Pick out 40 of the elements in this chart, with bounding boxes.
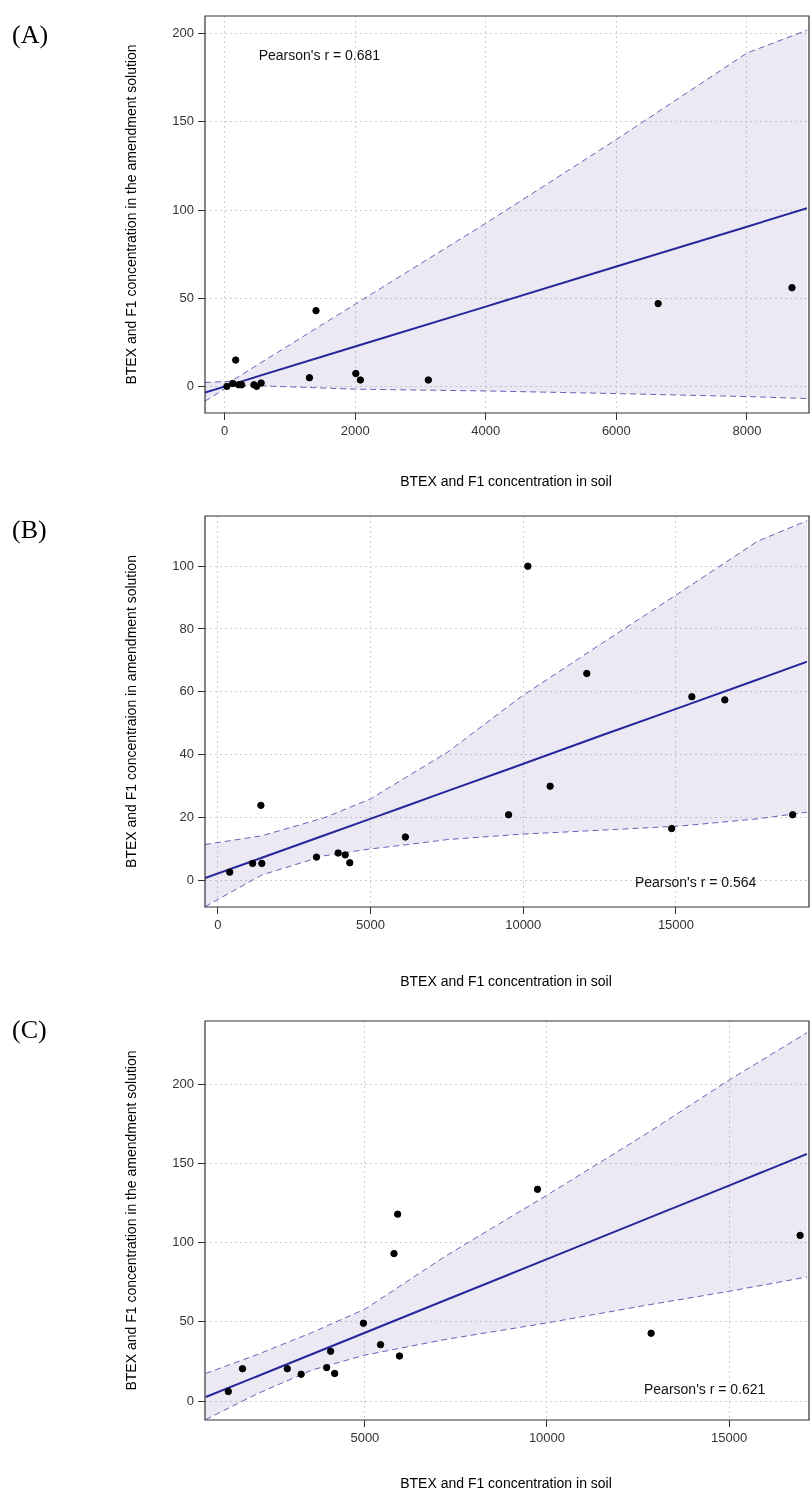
y-tick-label: 200: [172, 1075, 194, 1091]
y-tick-label: 150: [172, 1155, 194, 1171]
y-tick-label: 0: [186, 378, 194, 394]
annotation: Pearson's r = 0.681: [258, 46, 381, 63]
y-axis-title: BTEX and F1 concentration in the amendment solution: [123, 1050, 140, 1391]
x-tick-label: 5000: [356, 917, 385, 933]
y-tick-label: 80: [179, 620, 194, 636]
annotation: Pearson's r = 0.621: [643, 1381, 766, 1398]
y-tick-label: 100: [172, 557, 194, 573]
y-axis-title: BTEX and F1 concentration in the amendment solution: [123, 44, 140, 385]
y-axis-title: BTEX and F1 concentraion in amendment solution: [123, 555, 140, 868]
x-tick-label: 15000: [657, 917, 695, 933]
x-tick-label: 8000: [732, 423, 762, 439]
y-tick-label: 150: [172, 113, 194, 129]
x-axis-title: BTEX and F1 concentration in soil: [400, 1475, 612, 1492]
x-axis-title: BTEX and F1 concentration in soil: [400, 473, 612, 490]
x-tick-label: 10000: [505, 917, 542, 933]
x-tick-label: 0: [214, 917, 222, 933]
annotation: Pearson's r = 0.564: [634, 874, 757, 891]
y-tick-label: 100: [172, 201, 194, 217]
chart-title: (A): [12, 20, 49, 50]
x-tick-label: 15000: [710, 1430, 748, 1446]
x-tick-label: 6000: [601, 423, 631, 439]
y-tick-label: 100: [172, 1234, 194, 1250]
y-tick-label: 60: [179, 683, 194, 699]
x-tick-label: 0: [220, 423, 229, 439]
chart-title: (C): [12, 1015, 47, 1045]
y-tick-label: 20: [179, 808, 194, 824]
x-tick-label: 10000: [528, 1430, 566, 1446]
y-tick-label: 200: [172, 25, 194, 41]
y-tick-label: 0: [186, 1392, 194, 1408]
y-tick-label: 0: [186, 871, 194, 887]
x-axis-title: BTEX and F1 concentration in soil: [400, 973, 612, 990]
x-tick-label: 4000: [471, 423, 501, 439]
y-tick-label: 50: [179, 1313, 194, 1329]
y-tick-label: 50: [179, 289, 194, 305]
x-tick-label: 5000: [350, 1430, 380, 1446]
chart-title: (B): [12, 515, 47, 545]
x-tick-label: 2000: [340, 423, 370, 439]
y-tick-label: 40: [179, 746, 194, 762]
